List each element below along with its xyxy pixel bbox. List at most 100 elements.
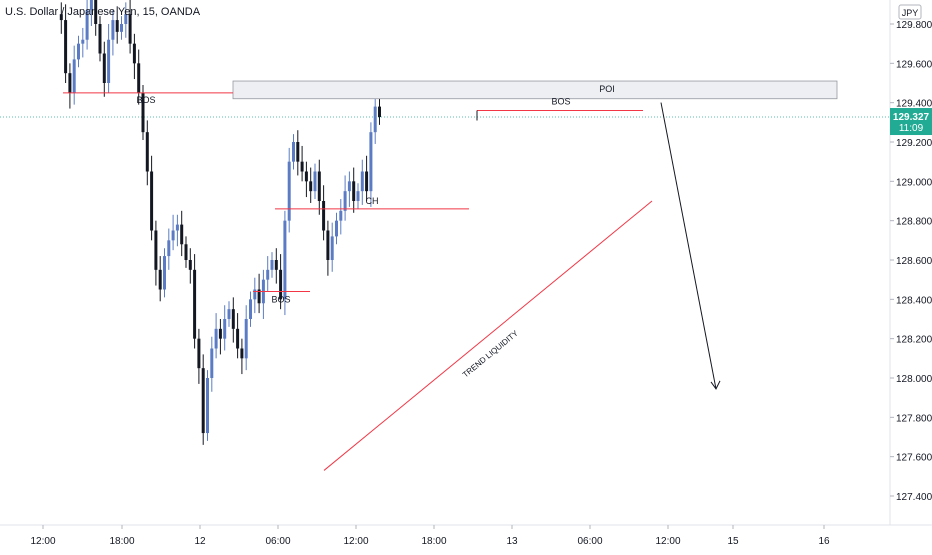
y-tick-label: 128.200 [896,335,932,346]
candle-body [317,171,321,201]
candle-body [167,240,171,257]
candle-body [309,181,313,192]
candle-body [360,171,364,192]
candle-body [59,14,63,21]
x-tick-label: 15 [727,536,739,547]
y-tick-label: 127.400 [896,492,932,503]
candle-body [171,230,175,241]
y-tick-label: 129.200 [896,138,932,149]
trend-liquidity-label: TREND LIQUIDITY [461,328,520,379]
poi-zone [232,80,838,100]
x-tick-label: 12:00 [655,536,680,547]
candle-body [115,20,119,32]
candle-body [313,171,317,192]
x-tick-label: 12:00 [30,536,55,547]
trend-liquidity-line [323,200,653,471]
currency-label: JPY [902,8,919,18]
price-label-value: 129.327 [893,112,930,123]
candle-body [236,328,240,349]
bos-label-2: BOS [551,97,570,107]
candle-body [111,20,115,40]
x-tick-label: 12:00 [343,536,368,547]
candle-body [279,269,283,300]
candle-body [257,289,261,304]
candle-body [352,181,356,201]
candle-body [249,299,252,319]
x-tick-label: 06:00 [577,536,602,547]
candle-body [253,289,257,300]
candle-body [266,269,270,280]
candle-body [102,53,106,83]
y-tick-label: 127.800 [896,413,932,424]
candle-body [188,260,192,270]
candle-body [175,224,179,231]
candle-body [378,106,381,118]
poi-label: POI [599,84,615,94]
candle-body [145,132,149,172]
candle-body [369,132,373,192]
candle-body [107,39,111,83]
candle-body [218,328,222,339]
projection-arrow-line [660,102,717,389]
price-label-box [890,108,932,136]
candle-body [89,0,93,11]
candle-body [81,39,85,44]
candle-body [296,142,300,162]
candle-body [184,244,188,260]
candle-body [326,230,330,260]
x-tick-label: 16 [818,536,830,547]
candle-body [68,73,72,93]
candle-body [335,220,338,237]
candle-body [343,191,347,211]
bos-label-1: BOS [136,95,155,105]
y-tick-label: 128.400 [896,295,932,306]
candle-body [210,348,214,378]
candle-body [227,309,231,319]
candle-body [347,181,351,192]
y-tick-label: 129.800 [896,20,932,31]
currency-badge [898,4,922,20]
y-tick-label: 128.000 [896,374,932,385]
candle-body [141,92,145,133]
y-tick-label: 129.000 [896,177,932,188]
candle-body [124,14,128,24]
x-tick-label: 12 [194,536,206,547]
candle-body [77,43,80,60]
bos-label-3: BOS [271,294,290,304]
candle-body [85,10,89,40]
candle-body [270,260,274,270]
y-tick-label: 128.800 [896,217,932,228]
price-label-countdown: 11:09 [899,123,924,134]
y-tick-label: 129.400 [896,99,932,110]
candle-body [72,59,76,93]
chart-title: U.S. Dollar / Japanese Yen, 15, OANDA [5,6,201,18]
candle-body [206,378,209,434]
candle-body [231,309,235,329]
candle-body [201,368,205,434]
candle-body [163,256,166,290]
candle-body [373,106,377,133]
candle-body [274,260,278,270]
candle-body [94,0,98,24]
x-tick-label: 06:00 [265,536,290,547]
x-tick-label: 13 [506,536,518,547]
candle-body [322,201,326,231]
x-tick-label: 18:00 [421,536,446,547]
candle-body [292,142,295,162]
candle-body [223,319,227,339]
candle-body [150,171,154,231]
candle-body [304,171,308,182]
candle-body [283,220,287,300]
candle-body [128,14,132,44]
candle-body [180,224,184,245]
candle-body [132,43,136,64]
candle-body [244,319,248,359]
candle-body [120,24,123,32]
candle-body [300,161,304,172]
ch-label: CH [366,196,379,206]
candle-body [365,171,369,192]
candle-body [154,230,158,270]
candle-body [197,338,201,369]
